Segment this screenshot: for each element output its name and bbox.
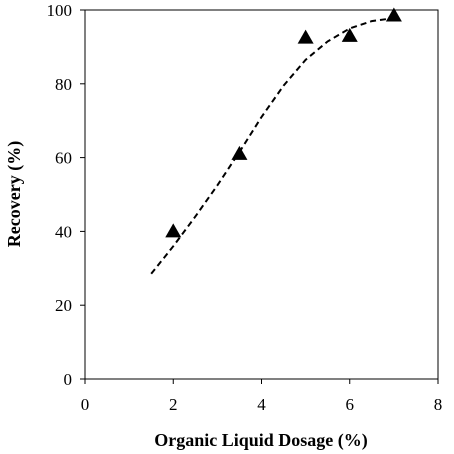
y-tick-label: 0 bbox=[64, 370, 73, 389]
data-point-triangle bbox=[231, 145, 248, 160]
y-tick-label: 60 bbox=[55, 149, 72, 168]
y-tick-label: 100 bbox=[47, 1, 73, 20]
data-point-triangle bbox=[385, 7, 402, 22]
trend-line bbox=[150, 17, 395, 275]
y-tick-label: 40 bbox=[55, 222, 72, 241]
data-point-triangle bbox=[341, 27, 358, 42]
data-point-triangle bbox=[165, 223, 182, 238]
data-point-triangle bbox=[297, 29, 314, 44]
x-tick-label: 0 bbox=[81, 395, 90, 414]
y-tick-label: 80 bbox=[55, 75, 72, 94]
x-axis: 0 2 4 6 8 bbox=[81, 379, 443, 414]
x-tick-label: 6 bbox=[346, 395, 355, 414]
x-tick-label: 2 bbox=[169, 395, 178, 414]
plot-area bbox=[84, 9, 439, 380]
x-tick-label: 8 bbox=[434, 395, 443, 414]
y-tick-label: 20 bbox=[55, 296, 72, 315]
y-axis-title: Recovery (%) bbox=[4, 141, 25, 247]
x-tick-label: 4 bbox=[257, 395, 266, 414]
y-axis: 0 20 40 60 80 100 bbox=[47, 1, 85, 389]
data-markers bbox=[165, 7, 402, 238]
x-axis-title: Organic Liquid Dosage (%) bbox=[154, 430, 368, 451]
